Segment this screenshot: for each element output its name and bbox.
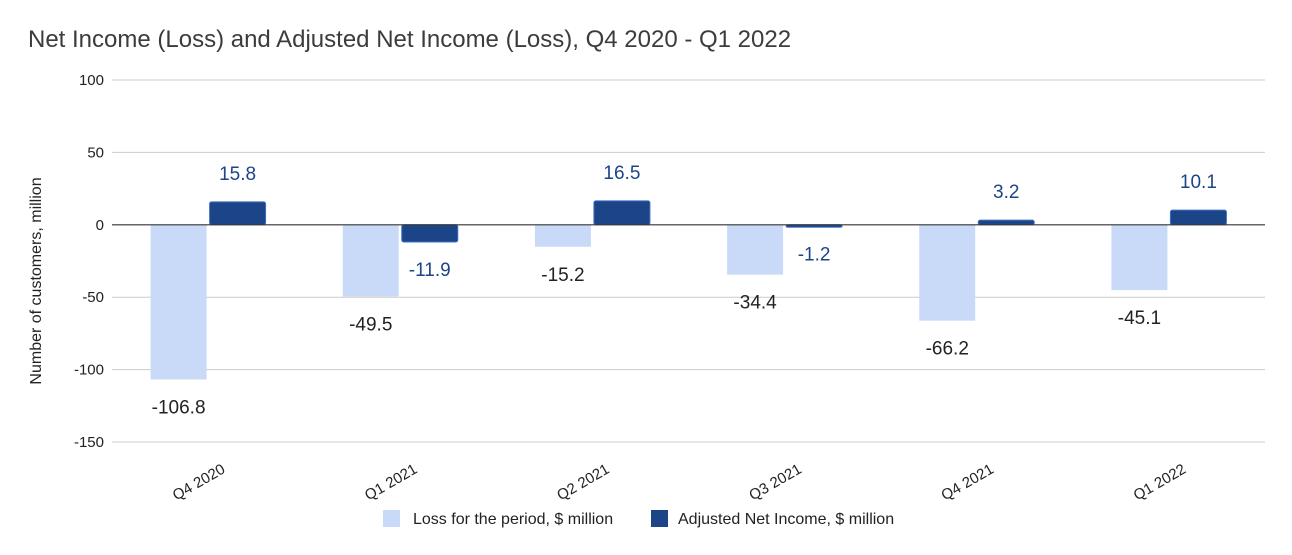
bar-q3-2021-series-1 [727,224,784,275]
bar-q1-2021-series-2 [401,224,459,243]
data-label-q1-2021-series-2: -11.9 [409,260,451,281]
data-label-q1-2022-series-2: 10.1 [1180,172,1217,193]
bar-q1-2022-series-1 [1111,224,1168,291]
bar-q4-2021-series-2 [977,219,1035,226]
bar-q1-2022-series-2 [1169,209,1227,226]
y-tick-label-50: 50 [87,144,104,161]
legend-label-series-1: Loss for the period, $ million [413,511,613,528]
bar-q2-2021-series-1 [534,224,591,247]
legend-swatch-series-2 [651,510,668,527]
y-axis-ticks: 100 50 0 -50 -100 -150 [74,72,104,451]
y-tick-label-100: -100 [74,362,104,379]
chart-title: Net Income (Loss) and Adjusted Net Incom… [28,26,791,53]
bar-q4-2020-series-2 [209,201,267,226]
data-label-q1-2021-series-1: -49.5 [349,314,392,335]
data-label-q3-2021-series-2: -1.2 [798,245,831,266]
bar-q4-2021-series-1 [919,224,976,321]
data-label-q2-2021-series-1: -15.2 [541,265,584,286]
y-tick-label-100: 100 [79,72,104,89]
data-label-q1-2022-series-1: -45.1 [1118,308,1161,329]
y-axis-title: Number of customers, million [28,177,45,384]
legend-swatch-series-1 [383,510,400,527]
bar-q1-2021-series-1 [342,224,399,297]
legend-label-series-2: Adjusted Net Income, $ million [678,511,894,528]
data-label-q4-2020-series-2: 15.8 [219,164,256,185]
legend: Loss for the period, $ million Adjusted N… [383,510,894,528]
y-tick-label-50: -50 [82,289,104,306]
gridlines [112,79,1265,443]
y-tick-label-0: 0 [96,217,104,234]
y-tick-label-150: -150 [74,434,104,451]
x-category-label-q4-2021: Q4 2021 [938,461,996,504]
x-category-label-q1-2022: Q1 2022 [1131,461,1189,504]
bar-q4-2020-series-1 [150,224,207,380]
x-category-label-q2-2021: Q2 2021 [554,461,612,504]
data-label-q3-2021-series-1: -34.4 [733,293,777,314]
data-label-q4-2021-series-2: 3.2 [993,182,1019,203]
x-category-label-q1-2021: Q1 2021 [362,461,420,504]
x-category-label-q4-2020: Q4 2020 [170,461,228,504]
bar-q2-2021-series-2 [593,200,651,226]
data-labels: -106.8 15.8 -49.5 -11.9 -15.2 16.5 -34.4 -1.2 -6… [152,163,1217,419]
bars [150,200,1227,380]
data-label-q4-2020-series-1: -106.8 [152,397,206,418]
x-category-label-q3-2021: Q3 2021 [746,461,804,504]
x-axis-category-labels: Q4 2020 Q1 2021 Q2 2021 Q3 2021 Q4 2021 Q1 20… [170,461,1189,504]
data-label-q2-2021-series-2: 16.5 [603,163,640,184]
data-label-q4-2021-series-1: -66.2 [926,339,969,360]
